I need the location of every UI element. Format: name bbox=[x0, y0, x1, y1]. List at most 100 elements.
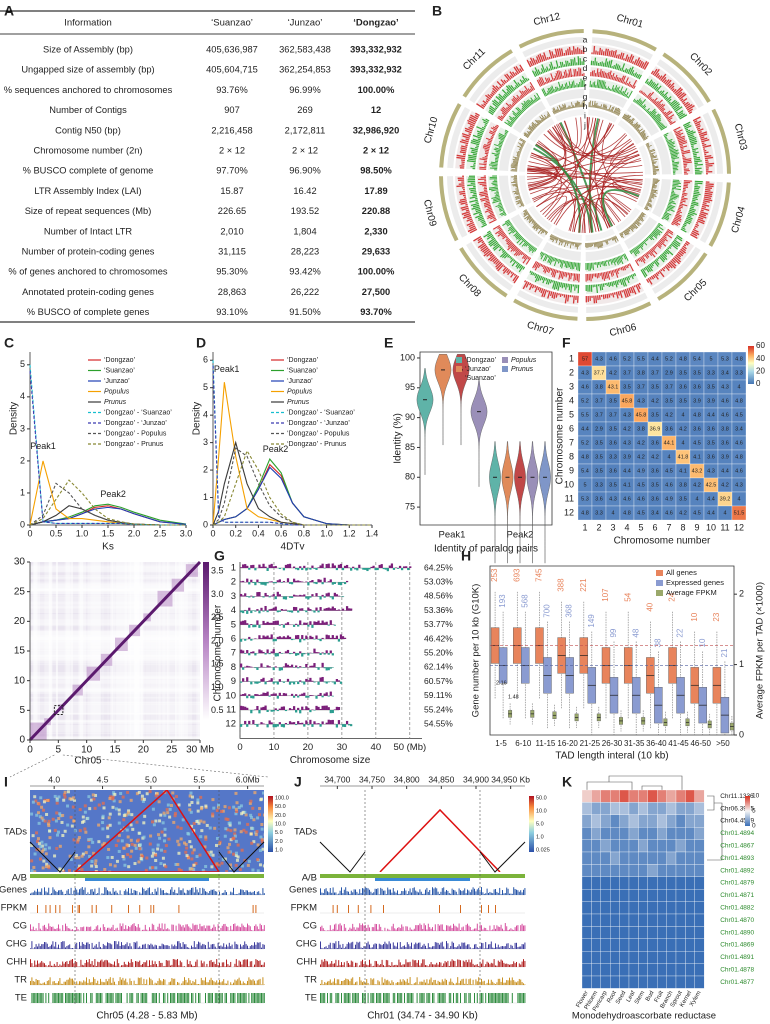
track-ring bbox=[624, 216, 658, 250]
track-bar bbox=[513, 160, 519, 162]
track-signal bbox=[224, 947, 226, 949]
track-bar bbox=[650, 192, 654, 194]
compartment-bar bbox=[258, 710, 261, 714]
track-bar bbox=[602, 294, 605, 300]
compartment-bar bbox=[256, 705, 259, 710]
track-signal bbox=[151, 960, 153, 967]
track-bar bbox=[674, 87, 682, 95]
compartment-bar bbox=[290, 596, 294, 598]
track-signal bbox=[189, 927, 191, 931]
track-bar bbox=[514, 175, 518, 177]
track-bar bbox=[679, 93, 687, 100]
compartment-bar bbox=[272, 710, 275, 712]
cell-label: 4.2 bbox=[693, 482, 701, 488]
compartment-bar bbox=[335, 678, 339, 682]
contact-stripe bbox=[30, 635, 200, 646]
contact-stripe bbox=[150, 562, 161, 740]
track-signal bbox=[119, 945, 121, 949]
track-bar bbox=[665, 96, 672, 102]
track-bar bbox=[526, 100, 532, 106]
track-bar bbox=[469, 228, 478, 234]
compartment-bar bbox=[335, 594, 339, 597]
track-bar bbox=[546, 290, 549, 293]
track-signal bbox=[73, 930, 75, 931]
scale-label: 4.5 bbox=[97, 774, 109, 784]
tad-pixel bbox=[215, 843, 219, 847]
tad-pixel bbox=[177, 803, 181, 807]
compartment-bar bbox=[258, 582, 261, 584]
track-bar bbox=[680, 201, 683, 204]
tad-pixel bbox=[256, 869, 260, 872]
compartment-bar bbox=[305, 610, 308, 613]
compartment-bar bbox=[254, 694, 257, 696]
track-bar bbox=[668, 201, 677, 205]
compartment-bar bbox=[327, 624, 330, 626]
track-bar bbox=[616, 64, 619, 70]
panel-label: E bbox=[384, 335, 393, 351]
track-bar bbox=[642, 240, 648, 246]
track-bar bbox=[467, 227, 477, 233]
tad-pixel bbox=[163, 813, 167, 817]
compartment-bar bbox=[242, 694, 245, 696]
track-signal bbox=[74, 984, 76, 985]
track-signal bbox=[156, 891, 157, 895]
track-bar bbox=[596, 262, 599, 268]
track-bar bbox=[513, 66, 520, 75]
compartment-bar bbox=[319, 596, 322, 600]
compartment-bar bbox=[325, 634, 328, 639]
compartment-bar bbox=[248, 624, 251, 628]
cell-label: 4.6 bbox=[665, 510, 673, 516]
track-signal bbox=[107, 927, 108, 931]
track-bar bbox=[677, 210, 683, 214]
track-signal bbox=[139, 892, 141, 895]
tad-pixel bbox=[139, 856, 143, 860]
track-bar bbox=[652, 246, 656, 250]
table-cell: 12 bbox=[371, 105, 381, 115]
track-signal bbox=[199, 942, 201, 949]
track-signal bbox=[97, 980, 99, 985]
tad-pixel bbox=[188, 866, 192, 870]
track-bar bbox=[489, 130, 496, 134]
track-bar bbox=[665, 115, 669, 119]
cell-label: 3.3 bbox=[735, 370, 743, 376]
tad-pixel bbox=[162, 839, 166, 843]
contact-stripe bbox=[158, 562, 166, 740]
track-bar bbox=[489, 178, 498, 180]
track-signal bbox=[172, 891, 174, 895]
cell-label: 4.4 bbox=[623, 468, 631, 474]
track-bar bbox=[513, 192, 520, 195]
tad-pixel bbox=[106, 835, 110, 839]
compartment-bar bbox=[325, 650, 328, 654]
track-bar bbox=[565, 60, 568, 67]
track-ring bbox=[552, 227, 582, 241]
track-bar bbox=[641, 241, 645, 245]
track-signal bbox=[256, 891, 258, 895]
tad-pixel bbox=[259, 798, 263, 802]
compartment-bar bbox=[301, 595, 304, 597]
track-signal bbox=[259, 893, 261, 895]
track-bar bbox=[531, 124, 536, 129]
tad-pixel bbox=[260, 827, 264, 831]
compartment-bar bbox=[345, 564, 349, 568]
contact-stripe bbox=[87, 562, 92, 740]
contact-stripe bbox=[33, 562, 41, 740]
compartment-bar bbox=[290, 664, 294, 668]
track-signal bbox=[150, 929, 152, 931]
contact-stripe bbox=[32, 562, 37, 740]
track-signal bbox=[151, 980, 153, 985]
track-bar bbox=[476, 126, 485, 131]
track-bar bbox=[537, 275, 541, 282]
track-bar bbox=[647, 147, 650, 149]
track-signal bbox=[182, 966, 184, 967]
compartment-bar bbox=[274, 596, 277, 600]
compartment-bar bbox=[278, 692, 281, 696]
colorbar-label: 1.0 bbox=[275, 847, 283, 853]
track-bar bbox=[662, 216, 669, 221]
track-signal bbox=[111, 963, 113, 967]
track-signal bbox=[188, 926, 190, 931]
track-bar bbox=[657, 257, 660, 260]
cell-label: 4.4 bbox=[707, 510, 715, 516]
compartment-bar bbox=[329, 596, 332, 598]
cell-label: 4 bbox=[723, 510, 726, 516]
tad-pixel bbox=[62, 798, 66, 802]
